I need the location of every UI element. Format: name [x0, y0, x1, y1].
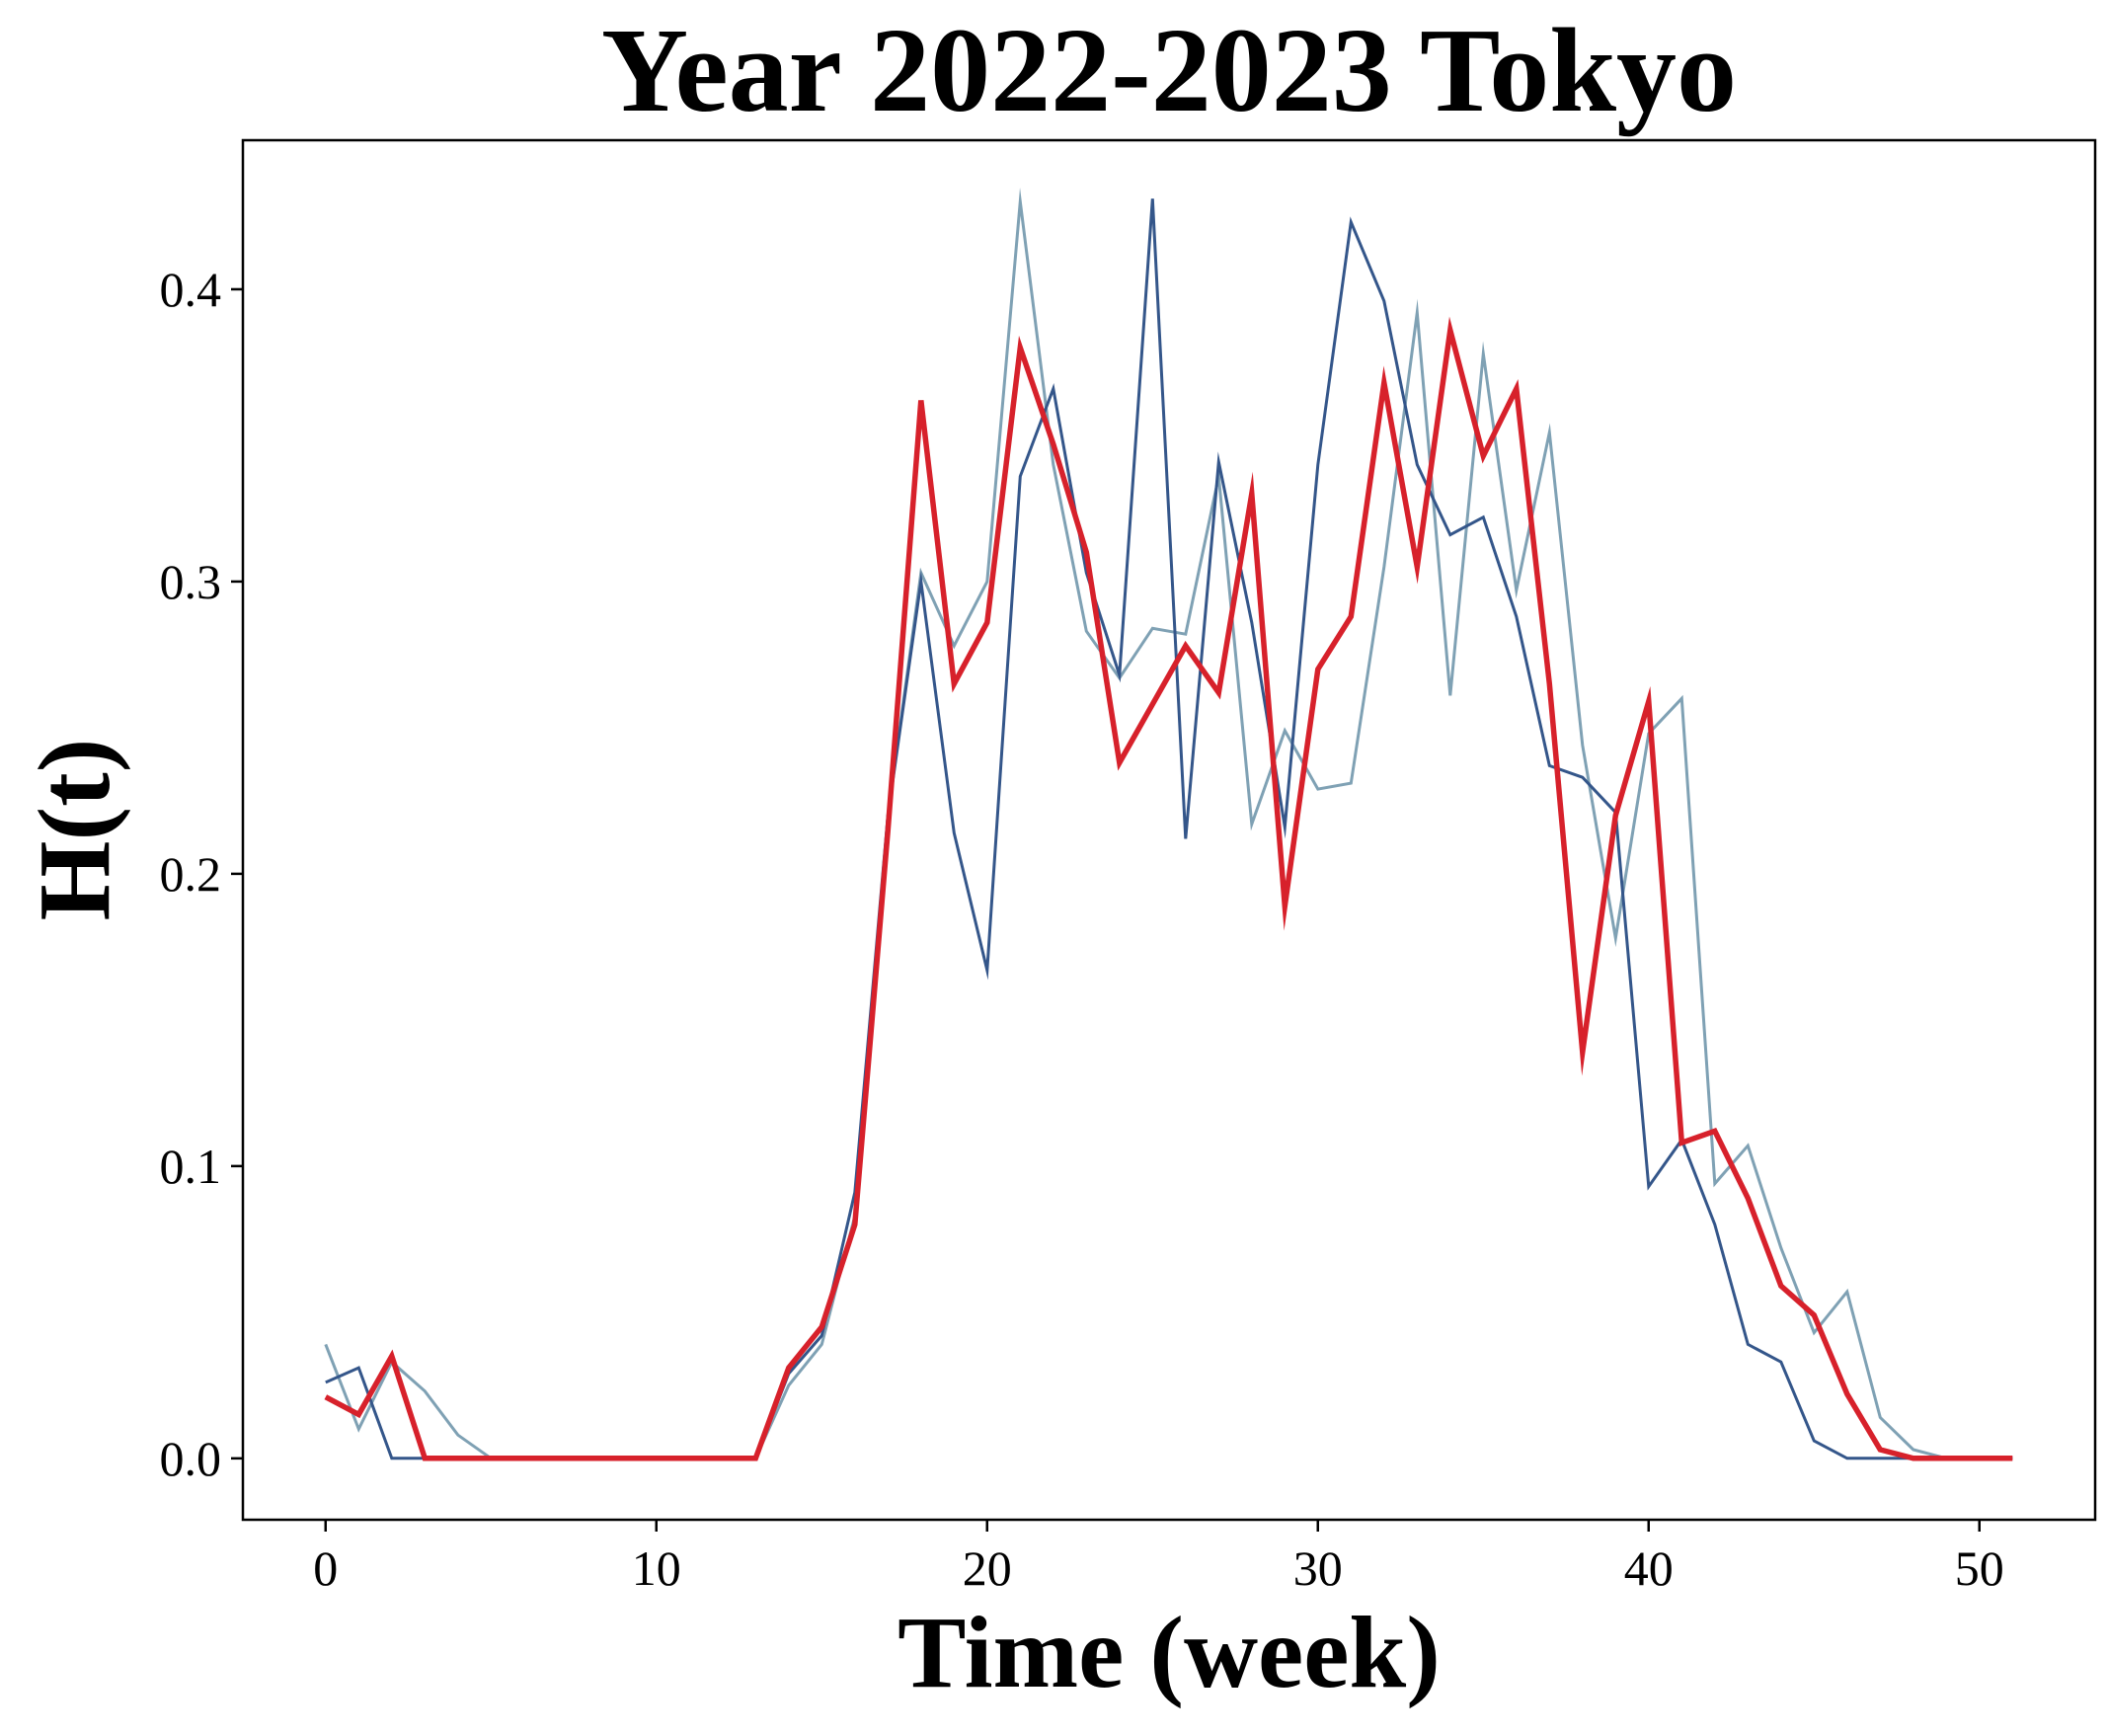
x-axis-label: Time (week) — [897, 1596, 1441, 1709]
plot-area: 0 10 20 30 40 50 0.0 0.1 0.2 0.3 0.4 — [160, 138, 2097, 1596]
y-tick-label: 0.2 — [160, 846, 222, 902]
x-tick-label: 20 — [963, 1540, 1012, 1596]
chart-title: Year 2022-2023 Tokyo — [601, 4, 1737, 137]
y-tick-label: 0.4 — [160, 262, 222, 317]
y-tick-label: 0.1 — [160, 1139, 222, 1194]
x-tick-label: 40 — [1624, 1540, 1674, 1596]
axis-ticks: 0 10 20 30 40 50 0.0 0.1 0.2 0.3 0.4 — [160, 262, 2004, 1596]
series-line-3 — [324, 316, 2013, 1461]
y-tick-label: 0.3 — [160, 554, 222, 609]
axes-frame — [241, 138, 2097, 1522]
x-tick-label: 10 — [632, 1540, 681, 1596]
x-tick-label: 0 — [313, 1540, 338, 1596]
x-tick-label: 30 — [1293, 1540, 1343, 1596]
y-tick-label: 0.0 — [160, 1431, 222, 1486]
x-tick-label: 50 — [1955, 1540, 2004, 1596]
y-axis-label: H(t) — [18, 739, 131, 921]
series-lines — [324, 188, 2013, 1461]
